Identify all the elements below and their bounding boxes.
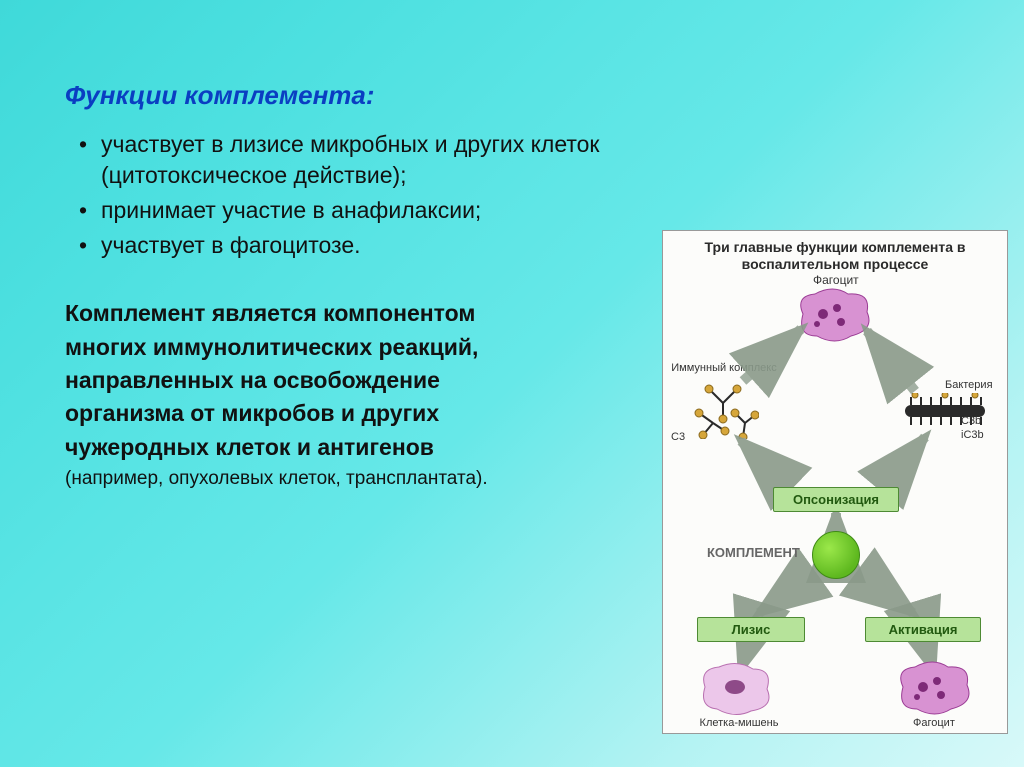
bold-line: направленных на освобождение xyxy=(65,364,585,397)
phagocyte-bottom-icon xyxy=(893,659,973,717)
slide-title: Функции комплемента: xyxy=(65,80,965,111)
phagocyte-bottom-label: Фагоцит xyxy=(913,717,955,729)
bold-line: Комплемент является компонентом xyxy=(65,297,585,330)
complement-label: КОМПЛЕМЕНТ xyxy=(707,545,800,560)
bold-line: организма от микробов и других xyxy=(65,397,585,430)
note-text: (например, опухолевых клеток, трансплант… xyxy=(65,466,585,493)
diagram-panel: Три главные функции комплемента в воспал… xyxy=(662,230,1008,734)
activation-box: Активация xyxy=(865,617,981,642)
opsonization-box: Опсонизация xyxy=(773,487,899,512)
bullet-item: участвует в фагоцитозе. xyxy=(65,230,625,261)
bold-line: многих иммунолитических реакций, xyxy=(65,331,585,364)
bullet-item: принимает участие в анафилаксии; xyxy=(65,195,625,226)
complement-circle-icon xyxy=(812,531,860,579)
bold-line: чужеродных клеток и антигенов xyxy=(65,431,585,464)
lysis-box: Лизис xyxy=(697,617,805,642)
target-cell-icon xyxy=(697,661,775,717)
bullet-item: участвует в лизисе микробных и других кл… xyxy=(65,129,625,191)
target-cell-label: Клетка-мишень xyxy=(689,717,789,729)
bold-paragraph: Комплемент является компонентом многих и… xyxy=(65,297,585,464)
